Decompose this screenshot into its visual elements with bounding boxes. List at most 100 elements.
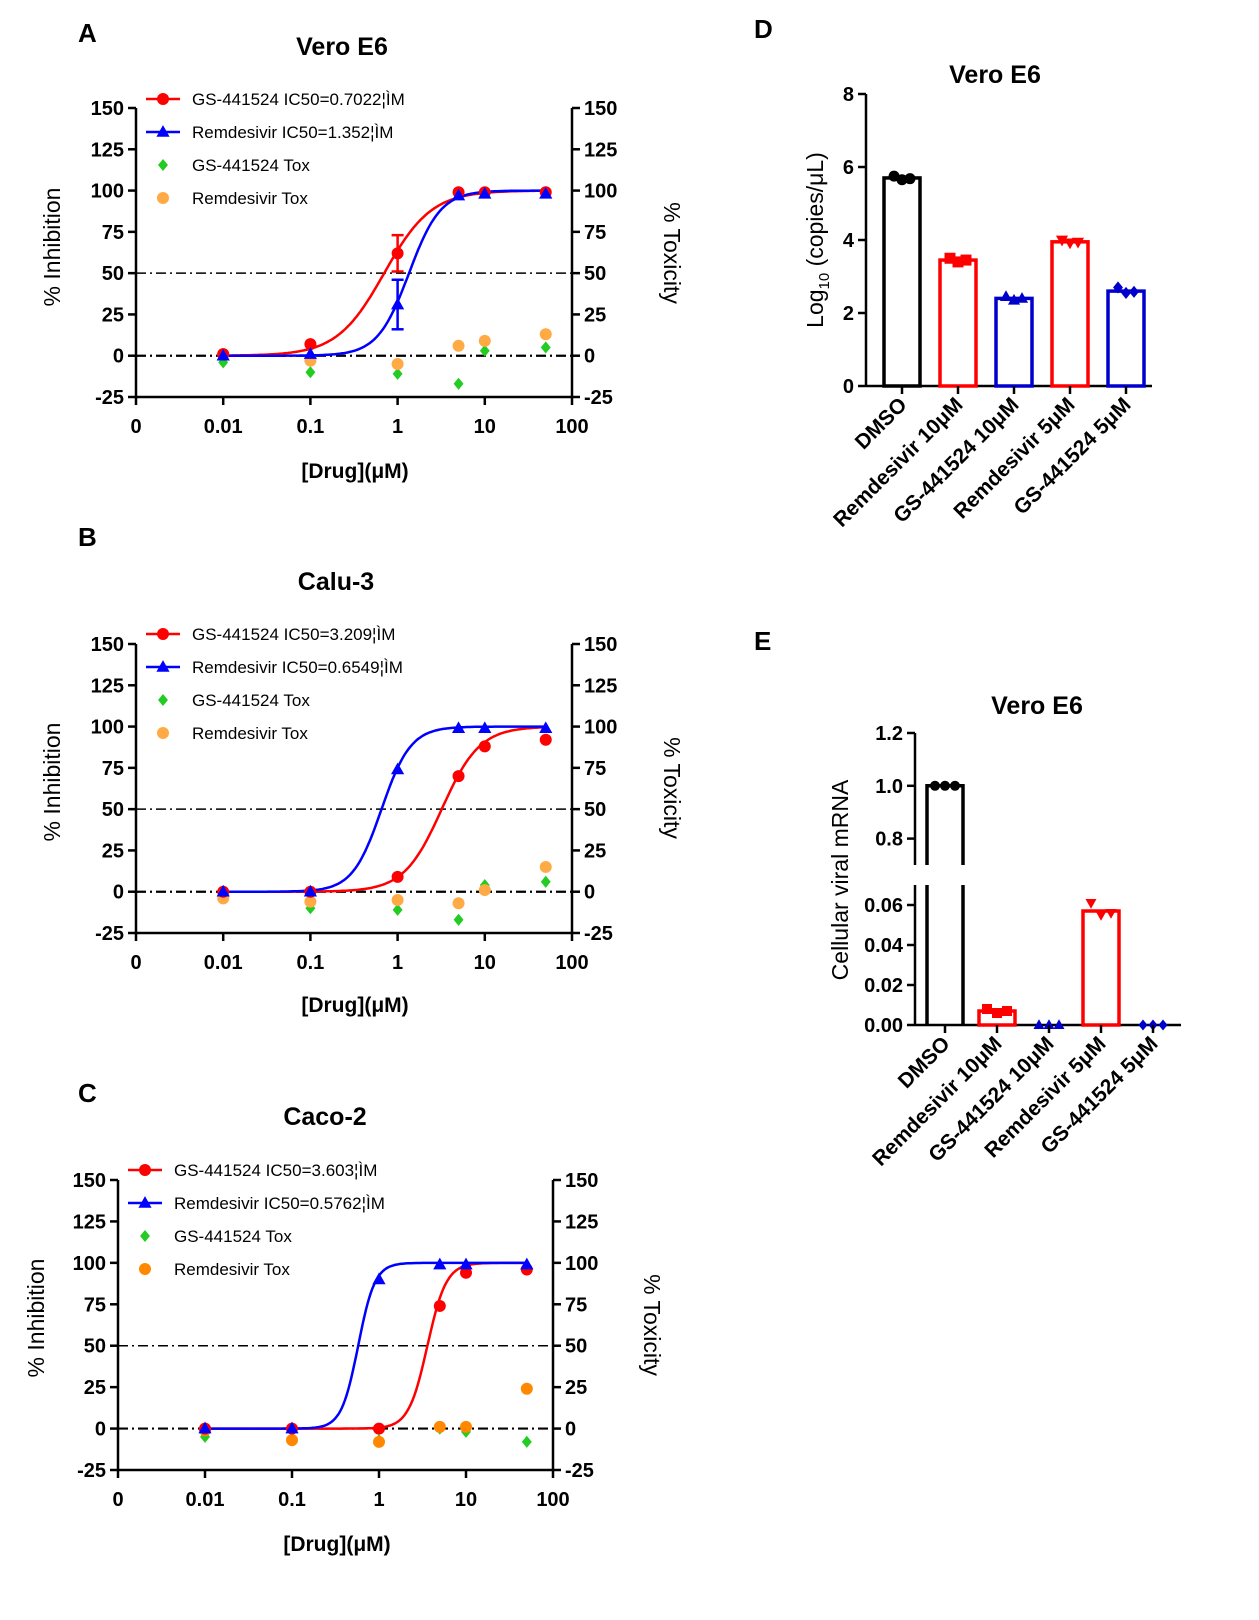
y2-tick-label: 125 — [584, 139, 617, 161]
y-tick-label: 0 — [95, 1419, 106, 1441]
y-tick-label: 125 — [73, 1211, 106, 1233]
y-axis-label: Cellular viral mRNA — [827, 779, 853, 980]
panel-a-dose-response-vero: A Vero E6 % Inhibition % Toxicity [Drug]… — [39, 18, 685, 483]
data-point — [521, 1435, 532, 1448]
x-tick-label: 1 — [392, 952, 403, 974]
data-point — [1015, 292, 1029, 303]
x-tick-label: 0 — [112, 1489, 123, 1511]
data-point — [992, 1008, 1002, 1018]
fit-curve — [223, 189, 546, 357]
legend-marker — [158, 693, 168, 707]
bar-lower — [925, 885, 965, 1025]
legend-marker — [139, 1164, 151, 1176]
data-point — [478, 740, 491, 753]
data-point — [982, 1004, 992, 1014]
data-point — [285, 1421, 299, 1434]
y-tick-label: 50 — [102, 263, 124, 285]
data-point — [1095, 911, 1107, 921]
data-point — [1085, 899, 1097, 909]
y-tick-label: 50 — [84, 1336, 106, 1358]
y-axis-label: % Inhibition — [39, 723, 65, 842]
legend-marker — [157, 192, 169, 204]
legend-label: GS-441524 Tox — [192, 156, 310, 175]
y-tick-label: 8 — [843, 84, 854, 106]
legend-marker — [140, 1229, 150, 1243]
y-tick-label: 150 — [91, 634, 124, 656]
plot-area: -25 0 25 50 75 100 125 150 -25 0 25 50 75 100 125 150 0 0… — [73, 1170, 599, 1511]
y2-tick-label: 50 — [584, 263, 606, 285]
bar — [994, 296, 1034, 388]
data-point — [391, 870, 404, 883]
data-point — [896, 174, 908, 186]
x-tick-label: 0.01 — [204, 416, 243, 438]
data-point — [460, 1420, 472, 1433]
x-axis-label: [Drug](μM) — [283, 1533, 390, 1556]
legend-label: GS-441524 IC50=3.209¦ÌM — [192, 625, 395, 644]
legend: GS-441524 IC50=3.603¦ÌM Remdesivir IC50=0… — [128, 1161, 385, 1279]
data-point — [451, 721, 466, 734]
plot-area: 0.81.01.20.000.020.040.06DMSORemdesivir … — [864, 723, 1181, 1171]
data-point — [391, 762, 405, 775]
panel-letter: A — [78, 18, 97, 48]
legend-label: Remdesivir IC50=1.352¦ÌM — [192, 123, 393, 142]
y-tick-label: 100 — [73, 1253, 106, 1275]
legend-label: Remdesivir IC50=0.5762¦ÌM — [174, 1194, 385, 1213]
panel-letter: E — [754, 626, 771, 656]
y-tick-label: -25 — [95, 923, 124, 945]
y2-tick-label: 100 — [565, 1253, 598, 1275]
legend-label: GS-441524 Tox — [192, 691, 310, 710]
panel-letter: C — [78, 1078, 97, 1108]
y-tick-label: 0.8 — [875, 829, 903, 851]
y2-tick-label: -25 — [584, 923, 613, 945]
x-tick-label: 100 — [536, 1489, 569, 1511]
y-tick-label: 1.2 — [875, 723, 903, 745]
y-axis-label: % Inhibition — [39, 188, 65, 307]
y-tick-label: 0 — [843, 376, 854, 398]
data-point — [1055, 235, 1069, 247]
data-point — [960, 254, 972, 266]
data-point — [1043, 1019, 1055, 1029]
data-point — [1071, 237, 1085, 249]
legend-marker — [156, 660, 170, 672]
data-point — [1158, 1019, 1168, 1031]
y-tick-label: 1.0 — [875, 776, 903, 798]
data-point — [520, 1257, 534, 1270]
legend-marker — [138, 1196, 152, 1208]
data-point — [940, 780, 950, 791]
bar-upper — [925, 784, 965, 865]
x-tick-label: 10 — [455, 1489, 477, 1511]
data-point — [952, 256, 964, 268]
y-tick-label: 75 — [84, 1294, 106, 1316]
y2-tick-label: 100 — [584, 717, 617, 739]
data-point — [304, 338, 317, 351]
data-point — [540, 341, 551, 354]
y2-tick-label: 0 — [565, 1419, 576, 1441]
y-tick-label: 150 — [91, 98, 124, 120]
legend-label: GS-441524 Tox — [174, 1227, 292, 1246]
y-tick-label: 100 — [91, 181, 124, 203]
x-tick-label: 10 — [474, 952, 496, 974]
y2-tick-label: 125 — [584, 675, 617, 697]
y2-tick-label: 25 — [565, 1377, 587, 1399]
data-point — [218, 356, 229, 369]
data-point — [216, 884, 230, 897]
data-point — [479, 344, 490, 357]
data-point — [1063, 238, 1077, 250]
data-point — [433, 1420, 446, 1433]
plot-area: -25 0 25 50 75 100 125 150 -25 0 25 50 75 100 125 150 0 0… — [91, 98, 618, 438]
y-tick-label: 25 — [102, 304, 124, 326]
y2-axis-label: % Toxicity — [659, 202, 685, 304]
bar — [882, 176, 922, 388]
data-point — [1138, 1019, 1148, 1031]
x-tick-label: 10 — [474, 416, 496, 438]
data-point — [433, 1299, 446, 1312]
y-tick-label: 0.02 — [864, 975, 903, 997]
y-tick-label: 75 — [102, 758, 124, 780]
x-tick-label: 0 — [130, 952, 141, 974]
y2-tick-label: -25 — [584, 387, 613, 409]
y2-tick-label: 75 — [584, 222, 606, 244]
data-point — [478, 186, 492, 199]
x-tick-label: 100 — [555, 416, 588, 438]
y-tick-label: 4 — [843, 230, 855, 252]
data-point — [999, 290, 1013, 301]
